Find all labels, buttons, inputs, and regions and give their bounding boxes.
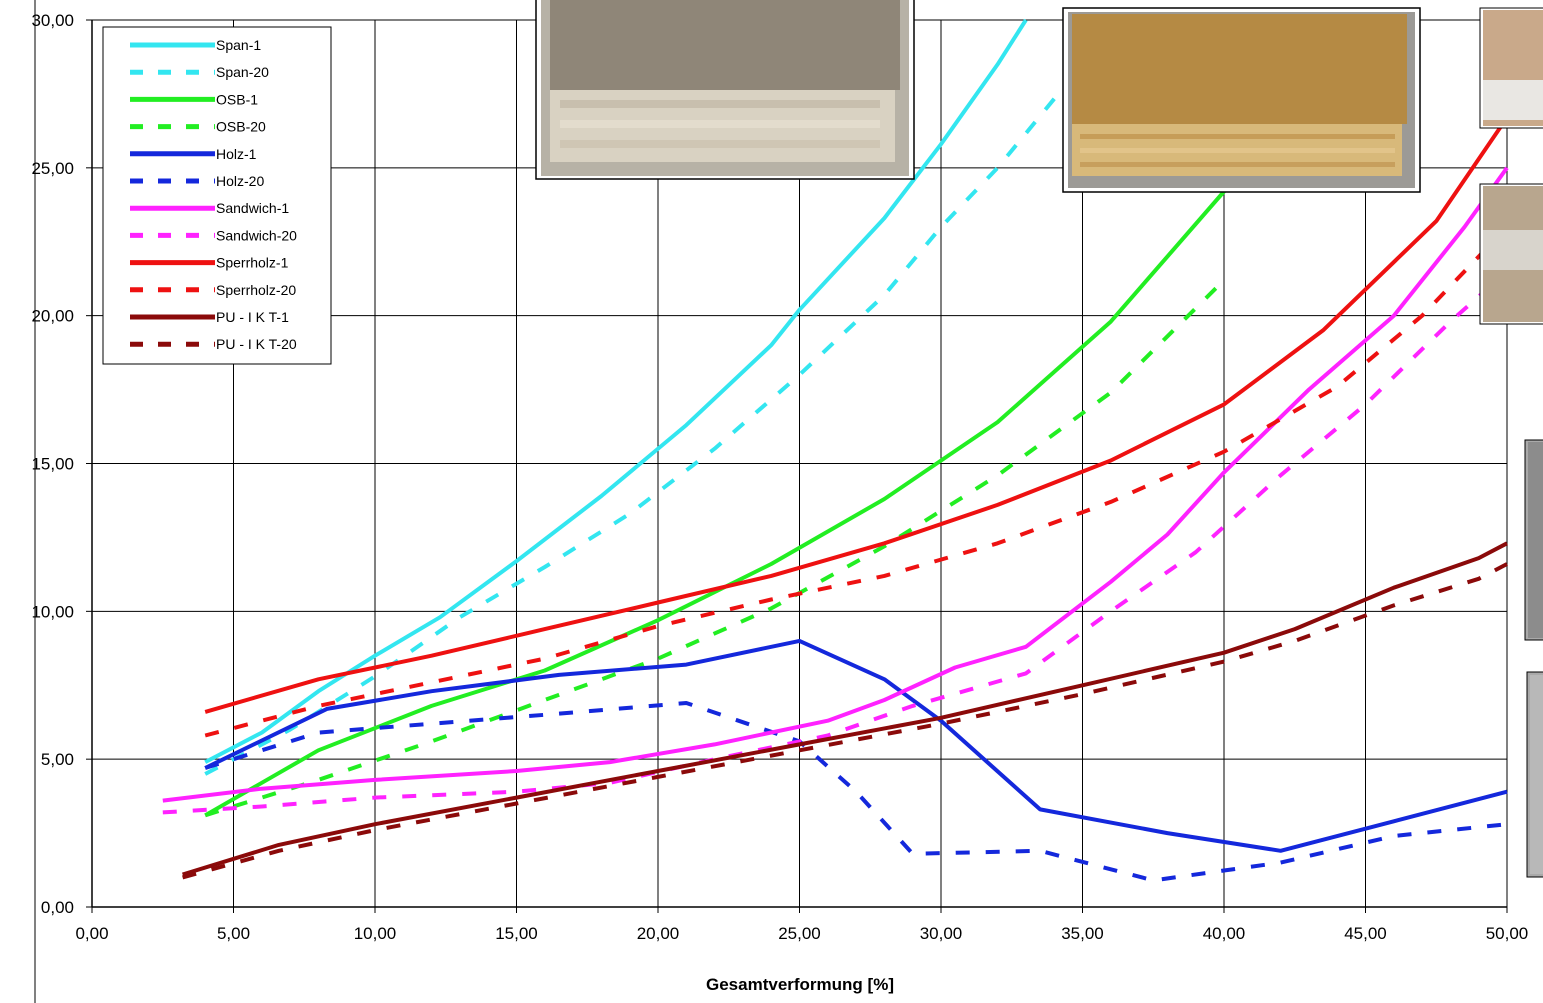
x-tick-labels: 0,00 5,00 10,00 15,00 20,00 25,00 30,00 35,00 40… [75, 907, 1528, 943]
legend-label: PU - I K T-1 [216, 309, 289, 325]
x-tick-label: 50,00 [1486, 924, 1529, 943]
x-tick-label: 20,00 [637, 924, 680, 943]
photo-sample-top-right [1479, 7, 1543, 129]
legend-label: Sperrholz-1 [216, 255, 289, 271]
legend-label: Span-20 [216, 64, 269, 80]
series-line [204, 63, 1085, 776]
x-tick-label: 10,00 [354, 924, 397, 943]
series-lines [162, 18, 1509, 883]
y-tick-label: 5,00 [41, 750, 74, 769]
series-line [204, 122, 1283, 818]
x-tick-label: 5,00 [217, 924, 250, 943]
series-line [204, 278, 1226, 818]
y-tick-label: 10,00 [31, 602, 74, 621]
series-line [182, 541, 1508, 877]
legend-label: PU - I K T-20 [216, 336, 297, 352]
x-tick-label: 0,00 [75, 924, 108, 943]
x-tick-label: 25,00 [778, 924, 821, 943]
photo-particleboard [535, 0, 915, 180]
photo-sample-middle-right [1479, 183, 1543, 325]
series-line [204, 701, 1508, 883]
legend-label: OSB-1 [216, 91, 258, 107]
series-line [182, 562, 1508, 880]
series-line [204, 116, 1509, 714]
series-line [162, 166, 1509, 803]
y-tick-labels: 0,00 5,00 10,00 15,00 20,00 25,00 30,00 [31, 11, 92, 917]
y-tick-label: 20,00 [31, 307, 74, 326]
y-tick-label: 0,00 [41, 898, 74, 917]
series-line [162, 269, 1509, 815]
series-line [204, 225, 1509, 738]
photo-sample-gray-1 [1524, 439, 1543, 641]
legend: Span-1 Span-20 OSB-1 OSB-20 Holz-1 Holz-20 San… [102, 26, 332, 365]
legend-label: Sandwich-1 [216, 200, 289, 216]
legend-label: Sperrholz-20 [216, 282, 296, 298]
x-tick-label: 40,00 [1203, 924, 1246, 943]
x-tick-label: 15,00 [495, 924, 538, 943]
series-line [204, 18, 1028, 764]
legend-label: Holz-20 [216, 173, 264, 189]
legend-label: Sandwich-20 [216, 227, 297, 243]
series-line [204, 638, 1508, 853]
y-tick-label: 15,00 [31, 455, 74, 474]
x-tick-label: 30,00 [920, 924, 963, 943]
legend-label: Holz-1 [216, 146, 257, 162]
y-tick-label: 30,00 [31, 11, 74, 30]
x-axis-label: Gesamtverformung [%] [706, 975, 894, 994]
y-tick-label: 25,00 [31, 159, 74, 178]
photo-osb [1062, 7, 1421, 193]
photo-sample-gray-2 [1526, 671, 1543, 878]
x-tick-label: 35,00 [1061, 924, 1104, 943]
legend-box [102, 26, 332, 365]
legend-label: OSB-20 [216, 119, 266, 135]
legend-label: Span-1 [216, 37, 261, 53]
x-tick-label: 45,00 [1344, 924, 1387, 943]
